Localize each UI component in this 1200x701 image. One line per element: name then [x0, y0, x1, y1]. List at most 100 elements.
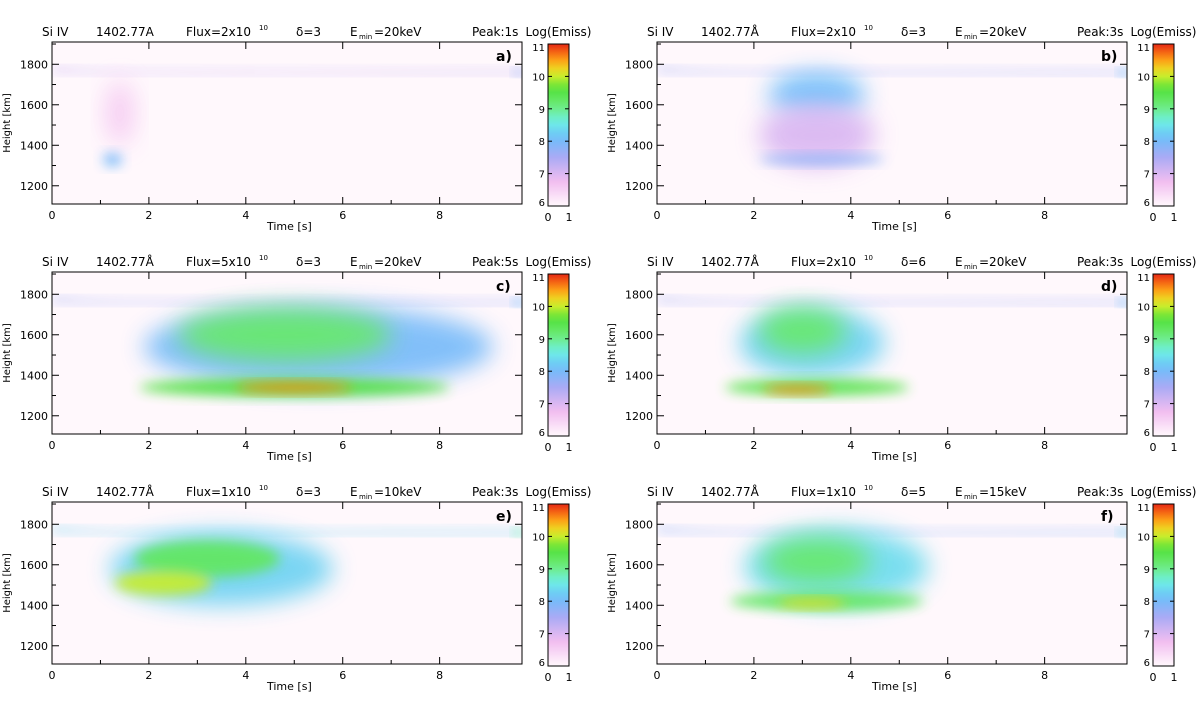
emission-band [52, 67, 522, 74]
plot-background [657, 42, 1127, 204]
colorbar-tick-label: 11 [532, 43, 545, 54]
x-tick-label: 2 [750, 209, 757, 222]
panel-label: a) [496, 49, 512, 65]
title-emin-value: =20keV [979, 25, 1027, 39]
title-delta: δ=5 [901, 485, 926, 499]
title-flux-exponent: 10 [864, 484, 873, 492]
title-emin-subscript: min [964, 263, 977, 271]
colorbar-x-tick-label: 1 [1171, 211, 1178, 224]
emission-region [763, 538, 871, 583]
plot-frame [656, 41, 1128, 205]
title-flux: Flux=5x10 [186, 255, 251, 269]
panel-label: d) [1101, 279, 1117, 295]
panel-label: f) [1101, 509, 1114, 525]
y-tick-label: 1200 [20, 410, 48, 423]
emission-band [52, 527, 522, 534]
y-tick-label: 1200 [625, 180, 653, 193]
title-emin-subscript: min [359, 33, 372, 41]
emission-band [657, 527, 1127, 534]
title-line: Si IV [42, 255, 69, 269]
plot-frame [51, 271, 523, 435]
colorbar-x-tick-label: 1 [566, 671, 573, 684]
title-peak: Peak:1s [472, 25, 518, 39]
colorbar: 6 7 8 9 10 11 Log(Emiss) 0 1 [1131, 255, 1197, 454]
panel-c: 0 2 4 6 8 1200 1400 1600 1800 Time [s] Height [km]… [2, 254, 591, 463]
colorbar-tick-label: 8 [1144, 367, 1150, 378]
colorbar: 6 7 8 9 10 11 Log(Emiss) 0 1 [1131, 485, 1197, 684]
x-tick-label: 6 [944, 439, 951, 452]
x-tick-label: 8 [436, 669, 443, 682]
colorbar-tick-label: 8 [539, 137, 545, 148]
colorbar: 6 7 8 9 10 11 Log(Emiss) 0 1 [526, 25, 592, 224]
title-line: Si IV [42, 25, 69, 39]
y-tick-label: 1400 [625, 599, 653, 612]
colorbar-tick-label: 7 [1144, 170, 1150, 181]
colorbar-tick-label: 8 [1144, 597, 1150, 608]
emission-region [177, 308, 392, 362]
y-tick-label: 1200 [625, 410, 653, 423]
y-tick-label: 1400 [20, 139, 48, 152]
emission-region [758, 154, 885, 165]
plot-background [657, 272, 1127, 434]
colorbar-x-tick-label: 0 [1150, 671, 1157, 684]
title-line: Si IV [647, 25, 674, 39]
x-tick-label: 6 [339, 439, 346, 452]
x-tick-label: 8 [1041, 669, 1048, 682]
y-tick-label: 1600 [625, 559, 653, 572]
colorbar-tick-label: 10 [532, 532, 545, 543]
x-tick-label: 4 [847, 669, 854, 682]
y-tick-label: 1800 [20, 58, 48, 71]
title-peak: Peak:3s [472, 485, 518, 499]
y-tick-label: 1600 [20, 99, 48, 112]
title-flux-exponent: 10 [864, 24, 873, 32]
colorbar-tick-label: 7 [1144, 400, 1150, 411]
x-axis-label: Time [s] [871, 220, 917, 233]
colorbar-x-tick-label: 1 [1171, 671, 1178, 684]
x-tick-label: 2 [145, 669, 152, 682]
title-emin-value: =10keV [374, 485, 422, 499]
y-tick-label: 1200 [625, 640, 653, 653]
title-line: Si IV [42, 485, 69, 499]
colorbar-gradient [1152, 503, 1175, 667]
plot-frame [51, 501, 523, 665]
x-tick-label: 4 [847, 439, 854, 452]
colorbar-tick-label: 9 [539, 335, 545, 346]
y-axis-label: Height [km] [607, 553, 618, 613]
panel-d: 0 2 4 6 8 1200 1400 1600 1800 Time [s] Height [km]… [607, 254, 1196, 463]
x-axis-label: Time [s] [871, 450, 917, 463]
x-tick-label: 0 [654, 439, 661, 452]
heatmap-layer [657, 527, 1127, 611]
colorbar-tick-label: 7 [539, 400, 545, 411]
colorbar-x-tick-label: 1 [1171, 441, 1178, 454]
panel-label: c) [496, 279, 511, 295]
x-axis-label: Time [s] [266, 220, 312, 233]
colorbar-tick-label: 10 [1137, 72, 1150, 83]
colorbar: 6 7 8 9 10 11 Log(Emiss) 0 1 [1131, 25, 1197, 224]
colorbar-x-tick-label: 0 [545, 211, 552, 224]
title-flux: Flux=2x10 [186, 25, 251, 39]
x-tick-label: 8 [436, 209, 443, 222]
x-axis-label: Time [s] [266, 680, 312, 693]
panel-label: e) [496, 509, 512, 525]
y-axis-label: Height [km] [607, 323, 618, 383]
panel-f: 0 2 4 6 8 1200 1400 1600 1800 Time [s] Height [km]… [607, 484, 1196, 693]
x-tick-label: 6 [339, 669, 346, 682]
colorbar-tick-label: 6 [539, 198, 545, 209]
band-edge [1119, 529, 1127, 536]
heatmap-layer [657, 67, 1127, 168]
x-tick-label: 2 [145, 439, 152, 452]
colorbar-gradient [547, 503, 570, 667]
y-tick-label: 1800 [20, 518, 48, 531]
colorbar-tick-label: 7 [1144, 630, 1150, 641]
colorbar-x-tick-label: 1 [566, 211, 573, 224]
y-axis-label: Height [km] [607, 93, 618, 153]
heatmap-layer [52, 297, 522, 397]
y-tick-label: 1800 [625, 58, 653, 71]
colorbar-x-tick-label: 0 [545, 671, 552, 684]
colorbar-tick-label: 11 [532, 273, 545, 284]
colorbar-label: Log(Emiss) [1131, 25, 1197, 39]
title-flux-exponent: 10 [259, 484, 268, 492]
title-delta: δ=3 [296, 25, 321, 39]
emission-band [657, 297, 1127, 304]
